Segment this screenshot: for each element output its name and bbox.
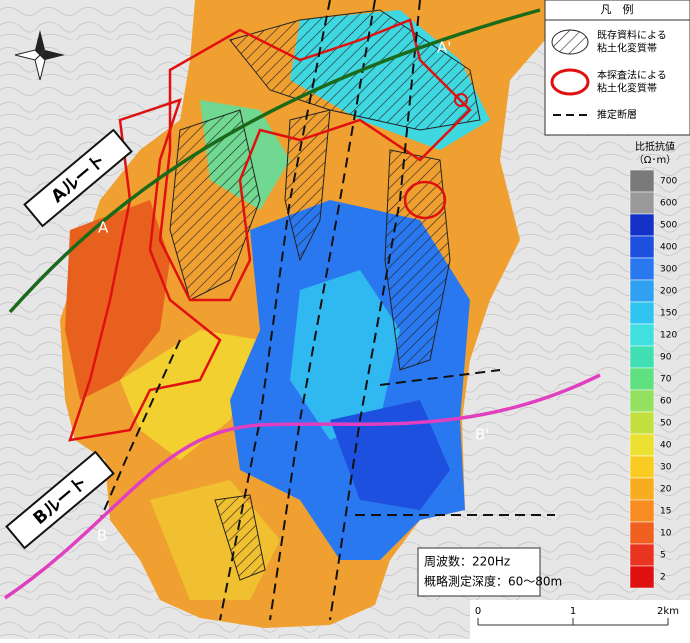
colorbar-swatch [629, 169, 655, 193]
colorbar-label: 200 [660, 287, 677, 297]
colorbar-swatch [629, 477, 655, 501]
colorbar-label: 150 [660, 309, 677, 319]
low-resistivity-zone [65, 200, 170, 400]
point-label: B [97, 527, 107, 545]
colorbar-swatch [629, 323, 655, 347]
estimated-faults [99, 0, 555, 621]
colorbar-swatch [629, 499, 655, 523]
detected-alteration-zone [158, 18, 472, 302]
colorbar-label: 30 [660, 463, 672, 473]
colorbar-label: 700 [660, 177, 677, 187]
colorbar-swatch [629, 279, 655, 303]
colorbar-label: 90 [660, 353, 672, 363]
point-label: A [98, 219, 109, 237]
scale-label: 2km [657, 606, 679, 617]
colorbar-label: 120 [660, 331, 677, 341]
colorbar-label: 70 [660, 375, 672, 385]
colorbar-title: 比抵抗値 [635, 140, 675, 153]
legend-label: 推定断層 [597, 108, 637, 121]
colorbar-label: 10 [660, 529, 672, 539]
colorbar-swatch [629, 389, 655, 413]
colorbar-label: 500 [660, 221, 677, 231]
mid-zone [120, 330, 260, 460]
high-resistivity-zone [330, 400, 450, 510]
north-arrow [14, 30, 65, 81]
colorbar-label: 2 [660, 573, 666, 583]
point-label: B' [475, 426, 489, 444]
scale-label: 1 [570, 606, 576, 617]
colorbar-swatch [629, 301, 655, 325]
colorbar-label: 15 [660, 507, 671, 517]
colorbar-swatch [629, 455, 655, 479]
info-box [417, 547, 541, 597]
detected-alteration-zone [403, 180, 447, 220]
legend-title: 凡 例 [601, 2, 634, 16]
scale-label: 0 [475, 606, 481, 617]
info-frequency: 周波数：220Hz [424, 554, 510, 569]
point-label: A' [437, 39, 451, 57]
existing-alteration-zone [284, 109, 331, 262]
colorbar-swatch [629, 433, 655, 457]
scale-bar: 0 1 2km [470, 600, 690, 639]
colorbar-unit: （Ω･m） [634, 154, 676, 166]
colorbar-swatch [629, 213, 655, 237]
detected-alteration-zone [68, 98, 222, 442]
colorbar-swatch [629, 191, 655, 215]
colorbar-swatch [629, 257, 655, 281]
existing-alteration-zone [214, 494, 266, 581]
route-b-line [4, 373, 601, 600]
high-resistivity-zone [290, 270, 400, 440]
colorbar-label: 400 [660, 243, 677, 253]
colorbar-swatch [629, 411, 655, 435]
legend-label: 既存資料による [597, 29, 667, 42]
colorbar-swatch [629, 345, 655, 369]
detected-alteration-zone [454, 93, 468, 107]
colorbar-label: 60 [660, 397, 672, 407]
legend-swatch [550, 68, 590, 96]
colorbar-swatch [629, 565, 655, 589]
colorbar-swatch [629, 235, 655, 259]
colorbar-label: 600 [660, 199, 677, 209]
legend-label: 本探査法による [597, 69, 667, 82]
colorbar-swatch [629, 521, 655, 545]
colorbar-swatch [629, 543, 655, 567]
legend-swatch [551, 29, 589, 55]
colorbar-label: 40 [660, 441, 672, 451]
colorbar-label: 20 [660, 485, 672, 495]
colorbar-swatch [629, 367, 655, 391]
legend-label: 粘土化変質帯 [597, 42, 657, 55]
info-depth: 概略測定深度：60～80m [424, 574, 562, 589]
colorbar-label: 50 [660, 419, 672, 429]
colorbar-label: 5 [660, 551, 666, 561]
route-a-line [8, 8, 541, 314]
existing-alteration-zone [384, 149, 451, 371]
legend-label: 粘土化変質帯 [597, 82, 657, 95]
colorbar-label: 300 [660, 265, 677, 275]
